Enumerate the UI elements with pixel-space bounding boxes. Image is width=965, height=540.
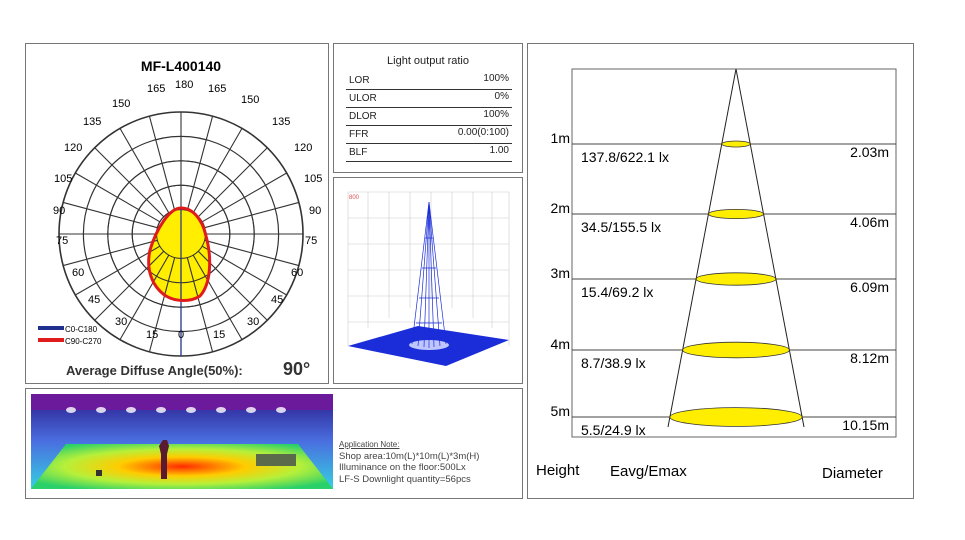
application-note-line: LF-S Downlight quantity=56pcs (339, 473, 471, 485)
angle-label: 60 (72, 267, 84, 279)
angle-label: 30 (247, 316, 259, 328)
angle-label: 180 (175, 79, 193, 91)
3d-distribution-panel: 800 (333, 177, 523, 384)
height-axis-label: Height (536, 462, 580, 479)
angle-label: 105 (304, 173, 322, 185)
angle-label: 90 (53, 205, 65, 217)
application-note-line: Illuminance on the floor:500Lx (339, 462, 466, 473)
angle-label: 75 (305, 235, 317, 247)
ratio-label: ULOR (349, 93, 377, 104)
light-spot (695, 272, 777, 286)
diameter-label: 2.03m (850, 144, 889, 160)
angle-label: 165 (208, 83, 226, 95)
ratio-row-ffr: FFR 0.00(0:100) (346, 126, 512, 144)
lux-label: 137.8/622.1 lx (581, 149, 669, 165)
height-label: 2m (551, 200, 570, 216)
ratio-label: BLF (349, 147, 368, 158)
ratio-label: FFR (349, 129, 369, 140)
legend-swatch-c90 (38, 338, 64, 342)
person-silhouette (159, 440, 169, 479)
diameter-axis-label: Diameter (822, 465, 883, 482)
diameter-label: 4.06m (850, 214, 889, 230)
application-simulation-panel: Application Note: Shop area:10m(L)*10m(L… (25, 388, 523, 499)
ratio-value: 100% (483, 73, 509, 84)
illuminance-cone: 1m 137.8/622.1 lx 2.03m 2m 34.5/155.5 lx 4.06… (536, 68, 897, 482)
polar-grid-overlay (59, 112, 303, 356)
angle-label: 30 (115, 316, 127, 328)
application-note: Application Note: Shop area:10m(L)*10m(L… (339, 439, 479, 485)
angle-label: 120 (64, 142, 82, 154)
angle-label: 45 (88, 294, 100, 306)
light-spot (708, 208, 764, 219)
3d-corner-label: 800 (349, 195, 360, 201)
3d-distribution-plot: 800 (347, 191, 510, 366)
diameter-label: 8.12m (850, 350, 889, 366)
angle-label: 135 (83, 116, 101, 128)
c90-c270-curve (147, 206, 212, 302)
3d-spike (411, 201, 447, 348)
ratio-label: LOR (349, 75, 370, 86)
light-spot (682, 341, 790, 359)
lux-label: 34.5/155.5 lx (581, 219, 661, 235)
cone-rows: 1m 137.8/622.1 lx 2.03m 2m 34.5/155.5 lx 4.06… (551, 130, 896, 438)
angle-label: 0 (178, 329, 184, 341)
ratio-label: DLOR (349, 111, 377, 122)
polar-title: MF-L400140 (141, 58, 221, 74)
legend-label-c90: C90-C270 (65, 337, 102, 346)
legend-label-c0: C0-C180 (65, 325, 98, 334)
height-label: 4m (551, 336, 570, 352)
application-note-heading: Application Note: (339, 440, 400, 449)
application-note-line: Shop area:10m(L)*10m(L)*3m(H) (339, 450, 480, 462)
lux-label: 8.7/38.9 lx (581, 355, 646, 371)
ratio-title: Light output ratio (387, 55, 469, 67)
angle-label: 45 (271, 294, 283, 306)
angle-label: 105 (54, 173, 72, 185)
ratio-row-dlor: DLOR 100% (346, 108, 512, 126)
angle-label: 165 (147, 83, 165, 95)
ratio-value: 0% (494, 91, 509, 102)
ratio-row-lor: LOR 100% (346, 72, 512, 90)
angle-label: 75 (56, 235, 68, 247)
angle-label: 90 (309, 205, 321, 217)
beam-angle-value: 90° (283, 359, 310, 379)
angle-label: 60 (291, 267, 303, 279)
angle-label: 15 (146, 329, 158, 341)
furniture (256, 454, 296, 466)
angle-label: 135 (272, 116, 290, 128)
diameter-label: 10.15m (842, 417, 889, 433)
light-spot (669, 407, 803, 427)
angle-label: 15 (213, 329, 225, 341)
angle-label: 120 (294, 142, 312, 154)
ratio-row-ulor: ULOR 0% (346, 90, 512, 108)
angle-label: 150 (112, 98, 130, 110)
illuminance-cone-panel: 1m 137.8/622.1 lx 2.03m 2m 34.5/155.5 lx 4.06… (527, 43, 914, 499)
ratio-value: 0.00(0:100) (457, 127, 509, 138)
light-output-ratio-panel: Light output ratio LOR 100% ULOR 0% DLOR… (333, 43, 523, 173)
lux-label: 5.5/24.9 lx (581, 422, 646, 438)
intensity-fill (148, 208, 210, 301)
room-rendering (31, 394, 333, 489)
lux-axis-label: Eavg/Emax (610, 463, 687, 480)
angle-label: 150 (241, 94, 259, 106)
polar-diagram-panel: MF-L400140 180 165 165 150 150 135 135 120 120 10… (25, 43, 329, 384)
beam-angle-label: Average Diffuse Angle(50%): (66, 363, 243, 378)
height-label: 1m (551, 130, 570, 146)
ratio-value: 1.00 (489, 145, 509, 156)
ratio-row-blf: BLF 1.00 (346, 144, 512, 162)
ratio-value: 100% (483, 109, 509, 120)
height-label: 5m (551, 403, 570, 419)
height-label: 3m (551, 265, 570, 281)
lux-label: 15.4/69.2 lx (581, 284, 653, 300)
light-spot (721, 140, 751, 148)
diameter-label: 6.09m (850, 279, 889, 295)
legend-swatch-c0 (38, 326, 64, 330)
